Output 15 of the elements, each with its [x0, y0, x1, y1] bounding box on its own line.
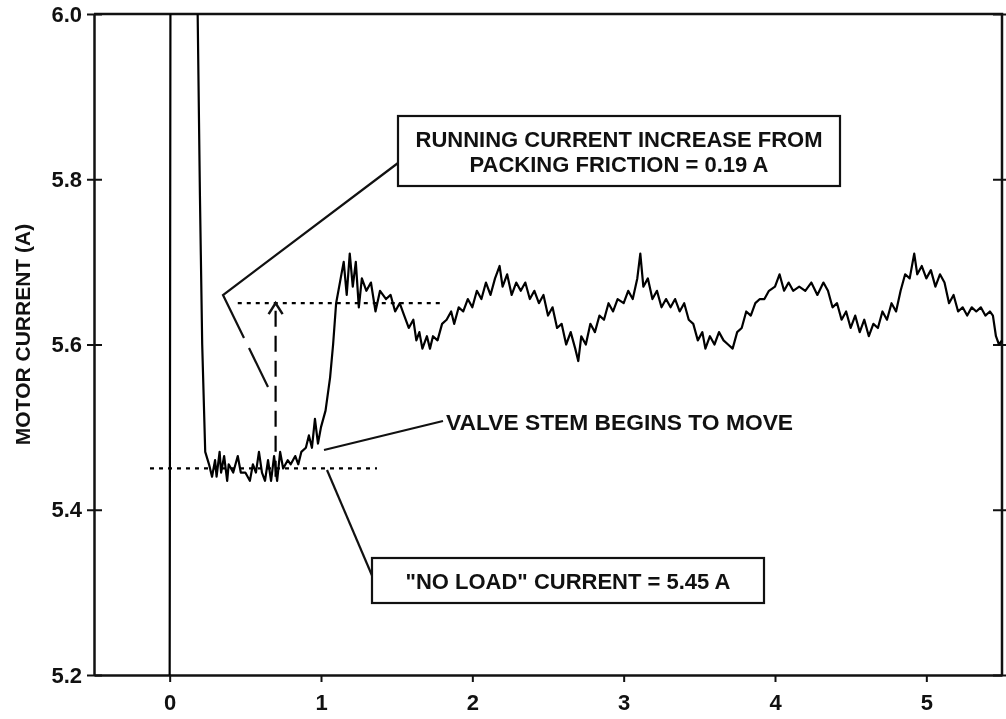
y-tick-label: 5.8 — [51, 166, 82, 192]
y-tick-label: 6.0 — [51, 1, 82, 27]
y-tick-label: 5.4 — [51, 497, 83, 523]
annotation: VALVE STEM BEGINS TO MOVE — [446, 409, 794, 435]
annotation: "NO LOAD" CURRENT = 5.45 A — [405, 568, 731, 594]
annotation: RUNNING CURRENT INCREASE FROM PACKING FRICTION = 0.19 A — [415, 126, 823, 177]
y-tick-label: 5.2 — [51, 662, 82, 688]
y-axis-title: MOTOR CURRENT (A) — [10, 223, 34, 446]
x-tick-label: 2 — [466, 689, 479, 715]
x-tick-label: 4 — [769, 689, 783, 715]
y-tick-label: 5.6 — [51, 332, 82, 358]
x-tick-label: 5 — [920, 689, 933, 715]
x-tick-label: 3 — [618, 689, 631, 715]
x-tick-label: 1 — [315, 689, 328, 715]
x-tick-label: 0 — [164, 689, 177, 715]
